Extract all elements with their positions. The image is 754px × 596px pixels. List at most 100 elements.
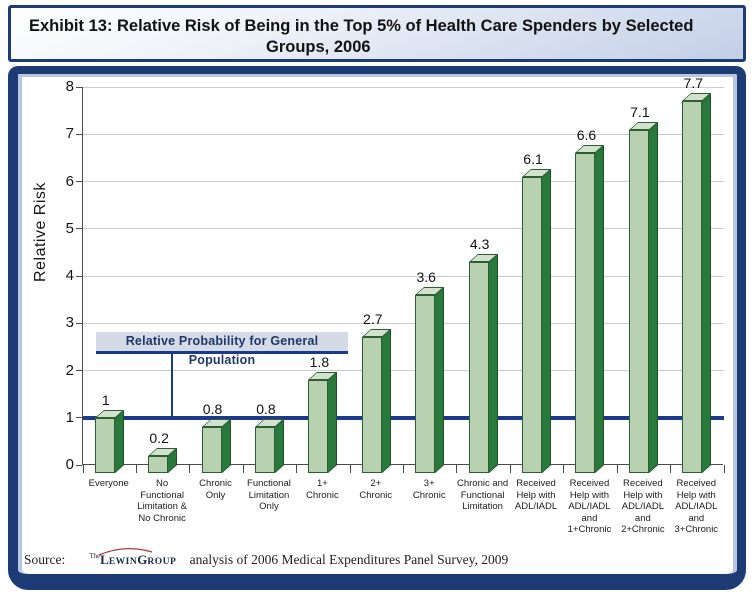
category-label: Chronic Only <box>199 478 232 501</box>
chart-title-line-2: Groups, 2006 <box>266 38 371 56</box>
y-tick <box>76 133 82 135</box>
x-tick <box>616 465 618 473</box>
x-tick <box>723 465 725 473</box>
x-tick <box>403 465 404 473</box>
bar-front-face <box>522 176 543 473</box>
reference-line <box>83 415 724 420</box>
source-note: Source: TheLEWINGROUP analysis of 2006 Me… <box>24 548 724 572</box>
bar-value-label: 1.8 <box>309 353 330 370</box>
lewin-group-logo: TheLEWINGROUP <box>89 548 176 567</box>
bar-front-face <box>254 427 275 473</box>
y-tick-label: 1 <box>65 408 74 426</box>
y-tick <box>76 370 82 371</box>
y-tick-label: 8 <box>65 78 74 95</box>
x-tick <box>349 465 351 473</box>
source-prefix: Source: <box>24 552 66 567</box>
bar-side-face <box>114 409 124 473</box>
y-tick <box>76 275 82 277</box>
bar-front-face <box>682 101 703 473</box>
category-label: 1+ Chronic <box>305 478 339 501</box>
bar-side-face <box>274 419 284 473</box>
logo-text: L <box>100 552 109 567</box>
category-label: Received Help with ADL/IADL and 3+Chroni… <box>674 478 719 535</box>
gridline <box>83 86 724 88</box>
bar-value-label: 6.1 <box>523 150 543 167</box>
bar-value-label: 0.8 <box>202 401 223 418</box>
x-tick <box>563 465 565 473</box>
bar-side-face <box>542 168 552 473</box>
bar-front-face <box>575 153 596 473</box>
bar-value-label: 0.2 <box>149 429 169 446</box>
bar-value-label: 0.8 <box>256 401 276 418</box>
reference-annotation: Relative Probability for General Populat… <box>96 332 348 367</box>
gridline <box>83 275 724 277</box>
gridline <box>83 133 724 135</box>
category-label: Received Help with ADL/IADL and 1+Chroni… <box>567 478 612 535</box>
bar-value-label: 4.3 <box>469 235 490 252</box>
annotation-connector-line <box>171 354 173 416</box>
y-tick <box>76 464 82 466</box>
x-tick <box>456 465 458 473</box>
bar-side-face <box>435 286 445 473</box>
bar-side-face <box>702 93 712 473</box>
x-tick <box>509 465 511 473</box>
category-label: Functional Limitation Only <box>247 478 291 512</box>
logo-the: The <box>89 552 101 560</box>
category-label: Everyone <box>88 478 129 489</box>
category-label: Chronic and Functional Limitation <box>456 478 509 512</box>
plot-area: Relative Probability for General Populat… <box>76 75 725 473</box>
y-tick <box>76 322 82 324</box>
bar-value-label: 7.1 <box>630 103 650 120</box>
bar-front-face <box>628 129 649 473</box>
bar-front-face <box>148 455 169 473</box>
gridline <box>83 181 724 182</box>
chart-title-line-1: Exhibit 13: Relative Risk of Being in th… <box>29 17 694 35</box>
x-tick <box>242 465 244 473</box>
y-tick-label: 4 <box>65 267 74 284</box>
reference-annotation-label: Relative Probability for General Populat… <box>125 334 319 367</box>
bar-value-label: 1 <box>101 391 110 408</box>
y-tick-label: 0 <box>65 456 74 473</box>
category-label: No Functional Limitation & No Chronic <box>137 478 187 524</box>
bar-side-face <box>488 253 498 473</box>
bar-value-label: 7.7 <box>683 75 704 92</box>
category-label: 3+ Chronic <box>412 478 446 501</box>
bar-front-face <box>361 337 382 473</box>
bar-value-label: 3.6 <box>416 268 436 285</box>
y-tick <box>76 228 82 230</box>
bar-value-label: 6.6 <box>576 127 597 144</box>
bar-side-face <box>595 145 605 473</box>
bar-front-face <box>308 379 329 473</box>
bar-side-face <box>648 121 658 473</box>
y-tick-label: 7 <box>65 125 74 143</box>
bar-front-face <box>415 294 436 473</box>
source-text: analysis of 2006 Medical Expenditures Pa… <box>189 552 509 567</box>
y-tick-label: 6 <box>65 172 74 190</box>
category-label: Received Help with ADL/IADL and 2+Chroni… <box>621 478 665 535</box>
y-tick <box>76 417 82 419</box>
chart-title-box: Exhibit 13: Relative Risk of Being in th… <box>8 5 746 62</box>
y-tick-label: 3 <box>65 314 74 332</box>
gridline <box>83 228 724 230</box>
chart-frame <box>8 66 746 590</box>
category-label: 2+ Chronic <box>359 478 393 501</box>
bar-front-face <box>468 261 489 473</box>
y-tick <box>76 86 82 88</box>
category-label: Received Help with ADL/IADL <box>514 478 558 512</box>
bar-side-face <box>328 371 338 473</box>
x-tick <box>189 465 191 473</box>
bar-side-face <box>381 329 391 473</box>
x-tick <box>296 465 298 473</box>
bar-value-label: 2.7 <box>363 311 383 328</box>
x-tick <box>670 465 672 473</box>
x-tick <box>135 465 137 473</box>
bar-front-face <box>94 417 115 473</box>
y-tick-label: 5 <box>65 219 74 237</box>
bar-side-face <box>221 419 231 473</box>
gridline <box>83 322 724 324</box>
bar-front-face <box>201 427 222 473</box>
gridline <box>83 370 724 371</box>
y-tick-label: 2 <box>65 361 74 379</box>
